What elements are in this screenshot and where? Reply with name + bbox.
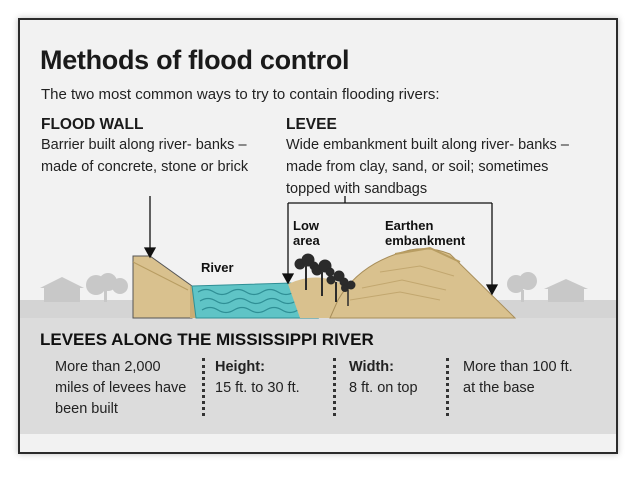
info-panel bbox=[20, 318, 616, 434]
pointer-lines bbox=[143, 196, 499, 296]
earthen-embankment bbox=[329, 248, 517, 319]
flood-wall-heading: FLOOD WALL bbox=[41, 116, 144, 133]
trees-icon bbox=[294, 253, 356, 306]
river-label: River bbox=[201, 260, 234, 275]
levee-heading: LEVEE bbox=[286, 116, 337, 133]
mississippi-title: LEVEES ALONG THE MISSISSIPPI RIVER bbox=[40, 330, 374, 349]
stat-width: Width: 8 ft. on top bbox=[349, 357, 449, 399]
height-value: 15 ft. to 30 ft. bbox=[215, 380, 300, 396]
width-label: Width: bbox=[349, 359, 394, 375]
tree-left-icon bbox=[86, 273, 128, 302]
flood-wall-description: Barrier built along river- banks – made … bbox=[41, 137, 249, 175]
house-left-icon bbox=[40, 277, 84, 302]
house-right-icon bbox=[544, 279, 588, 302]
page-title: Methods of flood control bbox=[40, 45, 350, 75]
earthen-embankment-label: Earthen embankment bbox=[385, 218, 466, 248]
separator-2 bbox=[333, 358, 336, 416]
separator-1 bbox=[202, 358, 205, 416]
separator-3 bbox=[446, 358, 449, 416]
water-waves bbox=[197, 288, 299, 314]
height-label: Height: bbox=[215, 359, 265, 375]
low-area-label: Low area bbox=[293, 218, 320, 248]
tree-right-icon bbox=[507, 272, 537, 302]
width-value: 8 ft. on top bbox=[349, 380, 418, 396]
stat-height: Height: 15 ft. to 30 ft. bbox=[215, 357, 335, 399]
stat-levee-miles: More than 2,000 miles of levees have bee… bbox=[55, 359, 187, 417]
page-subtitle: The two most common ways to try to conta… bbox=[41, 86, 440, 103]
embankment-layers bbox=[349, 265, 455, 301]
embankment-top-sandbags bbox=[394, 246, 461, 263]
stat-base-width: More than 100 ft. at the base bbox=[463, 359, 573, 396]
levee-description: Wide embankment built along river- banks… bbox=[286, 137, 569, 197]
